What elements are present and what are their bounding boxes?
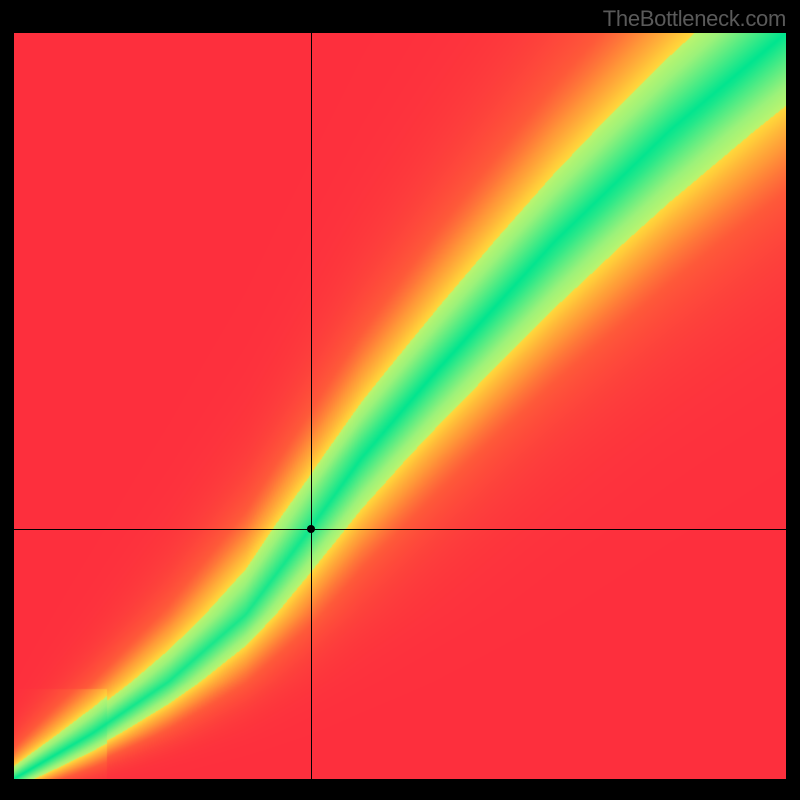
plot-area — [14, 33, 786, 779]
heatmap-canvas — [14, 33, 786, 779]
crosshair-vertical — [311, 33, 312, 779]
data-point-marker — [307, 525, 315, 533]
chart-container: TheBottleneck.com — [0, 0, 800, 800]
watermark-text: TheBottleneck.com — [603, 6, 786, 32]
crosshair-horizontal — [14, 529, 786, 530]
